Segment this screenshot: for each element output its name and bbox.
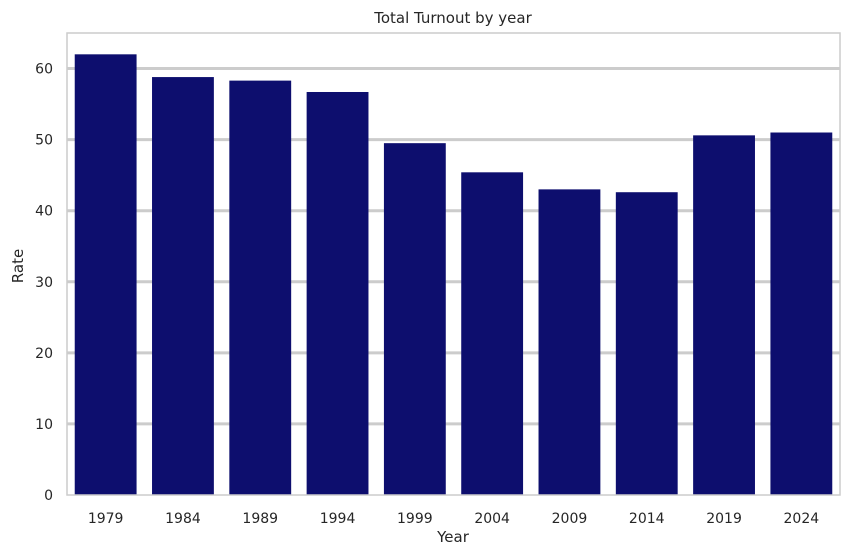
- y-axis-label: Rate: [9, 249, 27, 283]
- y-tick-label: 30: [35, 275, 53, 291]
- y-tick-label: 60: [35, 62, 53, 78]
- plot-frame: [66, 32, 841, 496]
- y-tick-labels: 0 10 20 30 40 50 60: [35, 62, 53, 504]
- bar-1984: [152, 77, 214, 496]
- bar-2014: [615, 192, 678, 495]
- x-tick-label: 2004: [474, 511, 510, 527]
- bar-1994: [306, 91, 369, 496]
- x-tick-labels: 1979 1984 1989 1994 1999 2004 2009 2014 2019 2024: [88, 511, 819, 527]
- x-tick-label: 2024: [784, 511, 820, 527]
- bar-2019: [693, 135, 755, 495]
- bar-2004: [461, 172, 524, 495]
- x-tick-label: 1989: [242, 511, 278, 527]
- bar-1999: [383, 143, 446, 495]
- x-tick-label: 2019: [706, 511, 742, 527]
- bar-2009: [538, 189, 601, 495]
- bar-2024: [770, 132, 833, 495]
- x-tick-label: 1999: [397, 511, 433, 527]
- chart-title: Total Turnout by year: [373, 9, 532, 27]
- bars: [74, 54, 833, 496]
- y-tick-label: 20: [35, 346, 53, 362]
- bar-1979: [74, 54, 137, 495]
- x-axis-label: Year: [436, 528, 470, 546]
- x-tick-label: 1984: [165, 511, 201, 527]
- x-tick-label: 2014: [629, 511, 665, 527]
- x-tick-label: 1994: [320, 511, 356, 527]
- bar-1989: [229, 80, 292, 496]
- y-tick-label: 0: [44, 488, 53, 504]
- y-tick-label: 50: [35, 133, 53, 149]
- y-tick-label: 40: [35, 204, 53, 220]
- x-tick-label: 1979: [88, 511, 124, 527]
- y-tick-label: 10: [35, 417, 53, 433]
- x-tick-label: 2009: [552, 511, 588, 527]
